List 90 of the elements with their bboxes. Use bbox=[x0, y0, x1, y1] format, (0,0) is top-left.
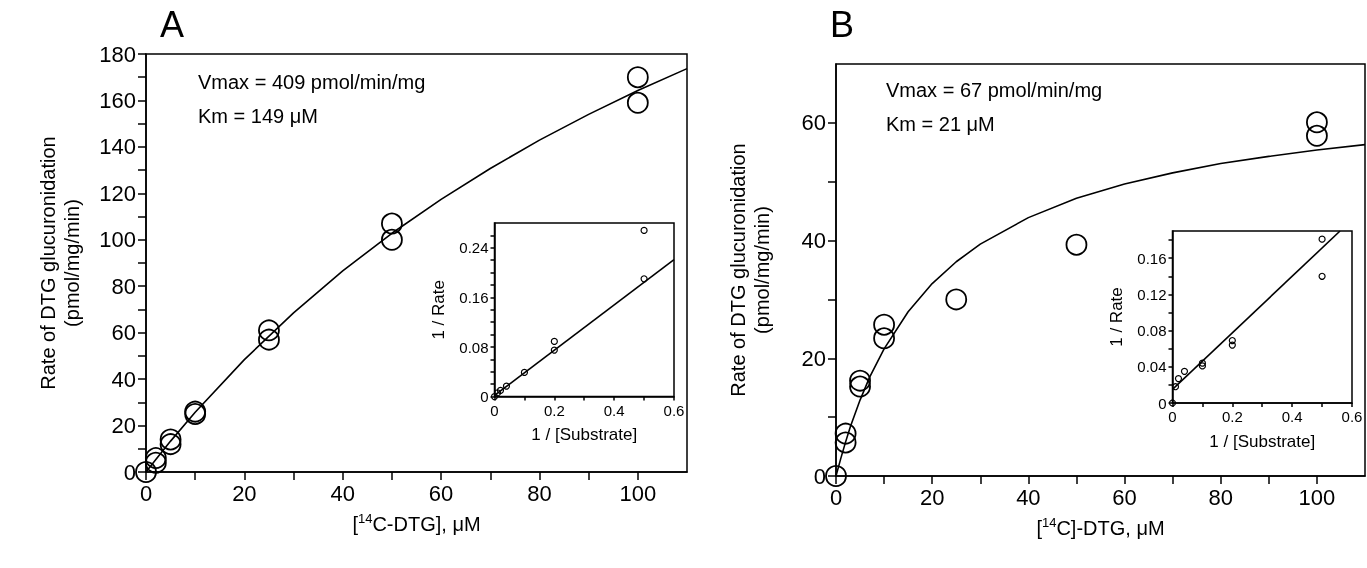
point bbox=[1228, 336, 1236, 345]
point bbox=[144, 447, 167, 469]
y-tick-label: 0.16 bbox=[1137, 249, 1167, 267]
point bbox=[258, 319, 280, 342]
point bbox=[834, 422, 857, 445]
x-tick-label: 60 bbox=[428, 480, 454, 506]
x-tick-label: 0.2 bbox=[543, 401, 565, 419]
y-axis-title: Rate of DTG glucuronidation (pmol/mg/min) bbox=[727, 143, 773, 397]
point bbox=[502, 382, 511, 390]
y-tick-label: 0 bbox=[123, 459, 136, 485]
y-tick-label: 0.04 bbox=[1137, 358, 1167, 376]
x-tick-label: 20 bbox=[919, 484, 945, 510]
point bbox=[258, 328, 280, 351]
point bbox=[1198, 362, 1207, 370]
point bbox=[159, 428, 182, 451]
y-tick-label: 0 bbox=[480, 388, 489, 406]
x-tick-label: 80 bbox=[527, 480, 552, 506]
x-tick-label: 60 bbox=[1112, 484, 1137, 510]
y-tick-label: 80 bbox=[111, 273, 136, 299]
y-axis-title: Rate of DTG glucuronidation (pmol/mg/min) bbox=[37, 136, 83, 390]
point bbox=[381, 228, 403, 251]
x-tick-label: 0.4 bbox=[1281, 408, 1303, 425]
x-axis-title: 1 / [Substrate] bbox=[1209, 431, 1316, 451]
point bbox=[1174, 374, 1183, 383]
chart-title: B bbox=[830, 3, 855, 45]
point bbox=[1318, 235, 1326, 243]
point bbox=[640, 226, 648, 235]
y-tick-label: 0.08 bbox=[1137, 322, 1167, 340]
x-tick-label: 100 bbox=[619, 480, 657, 506]
point bbox=[849, 369, 871, 392]
point bbox=[849, 375, 871, 398]
point bbox=[626, 66, 649, 89]
x-tick-label: 0.6 bbox=[663, 401, 685, 419]
x-tick-label: 0 bbox=[139, 480, 153, 506]
y-tick-label: 40 bbox=[111, 366, 136, 392]
x-tick-label: 0.2 bbox=[1221, 408, 1243, 425]
x-tick-label: 40 bbox=[1016, 484, 1041, 510]
y-tick-label: 60 bbox=[801, 110, 826, 136]
y-tick-label: 0.08 bbox=[459, 338, 489, 356]
point bbox=[135, 461, 157, 483]
point bbox=[520, 368, 529, 377]
y-tick-label: 100 bbox=[99, 227, 136, 253]
y-tick-label: 0.12 bbox=[1137, 285, 1167, 303]
chart-title: A bbox=[160, 3, 185, 45]
point bbox=[825, 465, 847, 487]
y-tick-label: 0.24 bbox=[459, 239, 489, 257]
annotation: Km = 21 μM bbox=[886, 113, 995, 135]
y-tick-label: 0 bbox=[813, 463, 826, 489]
x-tick-label: 40 bbox=[330, 480, 355, 506]
point bbox=[1228, 341, 1236, 349]
x-tick-label: 0.4 bbox=[603, 401, 625, 419]
x-tick-label: 0.6 bbox=[1341, 408, 1363, 425]
y-tick-label: 180 bbox=[99, 41, 136, 67]
point bbox=[159, 433, 182, 456]
y-axis-title: 1 / Rate bbox=[428, 280, 448, 340]
y-tick-label: 160 bbox=[99, 87, 136, 113]
y-tick-label: 0.16 bbox=[459, 288, 489, 306]
point bbox=[381, 212, 403, 235]
point bbox=[550, 337, 558, 346]
x-tick-label: 0 bbox=[829, 484, 843, 510]
x-tick-label: 100 bbox=[1298, 484, 1336, 510]
y-axis-title: 1 / Rate bbox=[1106, 287, 1126, 347]
point bbox=[550, 346, 558, 354]
point bbox=[1318, 272, 1326, 280]
x-tick-label: 20 bbox=[232, 480, 257, 506]
point bbox=[873, 327, 895, 350]
y-tick-label: 60 bbox=[111, 320, 136, 346]
point bbox=[1306, 124, 1328, 147]
point bbox=[1171, 383, 1180, 391]
point bbox=[1180, 367, 1189, 375]
point bbox=[1306, 111, 1328, 134]
y-tick-label: 20 bbox=[801, 345, 826, 371]
point bbox=[1198, 359, 1207, 367]
point bbox=[640, 275, 648, 283]
y-tick-label: 120 bbox=[99, 180, 136, 206]
point bbox=[834, 431, 857, 454]
point bbox=[493, 389, 502, 397]
annotation: Vmax = 67 pmol/min/mg bbox=[886, 79, 1103, 101]
point bbox=[945, 288, 968, 311]
y-tick-label: 140 bbox=[99, 134, 136, 160]
point bbox=[873, 313, 895, 336]
point bbox=[626, 91, 649, 114]
y-tick-label: 40 bbox=[801, 228, 826, 254]
point bbox=[1065, 233, 1088, 256]
x-axis-title: 1 / [Substrate] bbox=[531, 425, 638, 445]
annotation: Vmax = 409 pmol/min/mg bbox=[198, 71, 426, 93]
point bbox=[496, 386, 505, 394]
annotation: Km = 149 μM bbox=[198, 105, 318, 127]
point bbox=[144, 451, 167, 474]
x-tick-label: 80 bbox=[1208, 484, 1233, 510]
